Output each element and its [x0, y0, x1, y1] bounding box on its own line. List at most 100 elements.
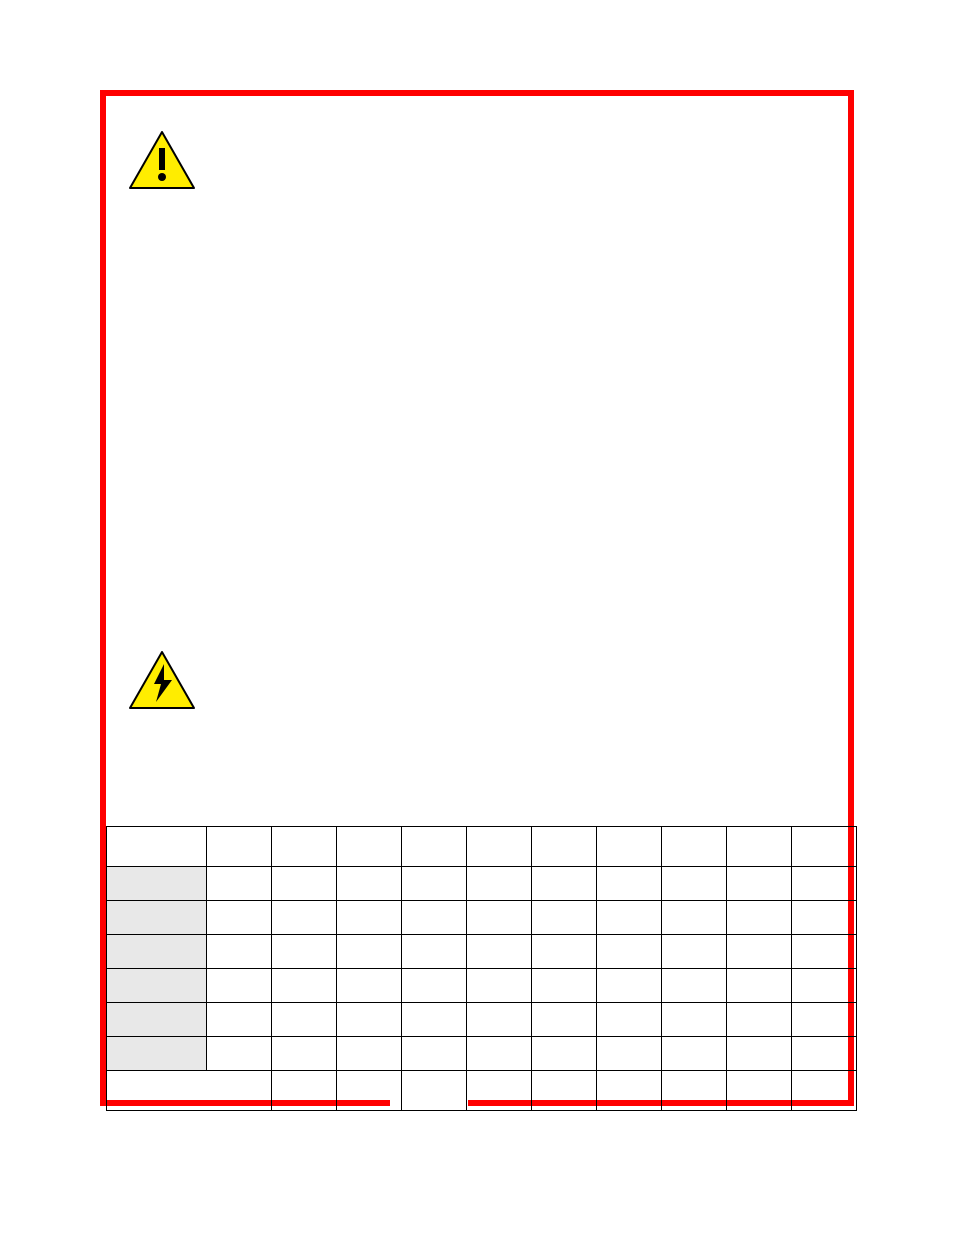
cell: [272, 1037, 337, 1071]
cell: [467, 901, 532, 935]
cell: [467, 1003, 532, 1037]
cell: [207, 901, 272, 935]
table-row: [107, 1037, 857, 1071]
cell: [532, 867, 597, 901]
frame-border-top: [100, 90, 854, 96]
hdr-cell: [272, 827, 337, 867]
cell: [402, 935, 467, 969]
cell: [597, 1037, 662, 1071]
cell: [532, 1037, 597, 1071]
safety-page: [0, 0, 954, 1235]
hdr-cell: [402, 827, 467, 867]
spec-table: [106, 826, 857, 1111]
hdr-cell: [727, 827, 792, 867]
cell: [727, 935, 792, 969]
cell: [207, 969, 272, 1003]
cell: [532, 901, 597, 935]
cell: [662, 1003, 727, 1037]
cell: [402, 1003, 467, 1037]
cell: [532, 1003, 597, 1037]
cell: [597, 969, 662, 1003]
cell: [727, 867, 792, 901]
table-row: [107, 901, 857, 935]
row-label: [107, 1003, 207, 1037]
cell: [207, 1003, 272, 1037]
cell: [597, 867, 662, 901]
cell: [207, 935, 272, 969]
cell: [727, 969, 792, 1003]
hdr-cell: [662, 827, 727, 867]
cell: [532, 935, 597, 969]
table-row: [107, 969, 857, 1003]
cell: [467, 969, 532, 1003]
cell: [402, 1037, 467, 1071]
cell: [272, 1003, 337, 1037]
hdr-cell: [207, 827, 272, 867]
cell: [467, 1037, 532, 1071]
hdr-cell: [532, 827, 597, 867]
cell: [532, 1071, 597, 1111]
cell: [402, 867, 467, 901]
hdr-cell: [792, 827, 857, 867]
row-label: [107, 1037, 207, 1071]
cell: [597, 1071, 662, 1111]
row-label: [107, 867, 207, 901]
cell: [337, 1003, 402, 1037]
table-row: [107, 935, 857, 969]
cell: [792, 1003, 857, 1037]
cell: [792, 1037, 857, 1071]
hdr-cell: [467, 827, 532, 867]
cell: [532, 969, 597, 1003]
cell: [727, 1003, 792, 1037]
warning-lightning-icon: [128, 650, 196, 710]
table-header-row: [107, 827, 857, 867]
cell: [402, 969, 467, 1003]
cell: [402, 1071, 467, 1111]
hdr-cell: [597, 827, 662, 867]
cell: [727, 901, 792, 935]
cell: [467, 867, 532, 901]
cell: [662, 1071, 727, 1111]
cell: [662, 867, 727, 901]
cell: [337, 969, 402, 1003]
cell: [662, 901, 727, 935]
cell: [272, 935, 337, 969]
row-label: [107, 935, 207, 969]
cell: [467, 935, 532, 969]
cell: [792, 969, 857, 1003]
cell: [337, 867, 402, 901]
cell: [467, 1071, 532, 1111]
cell: [272, 867, 337, 901]
cell: [792, 867, 857, 901]
warning-exclamation-icon: [128, 130, 196, 190]
cell: [792, 935, 857, 969]
cell: [337, 901, 402, 935]
cell: [272, 969, 337, 1003]
cell: [727, 1071, 792, 1111]
cell: [662, 935, 727, 969]
cell: [207, 867, 272, 901]
cell: [597, 901, 662, 935]
cell: [597, 1003, 662, 1037]
cell: [792, 901, 857, 935]
row-label: [107, 969, 207, 1003]
hdr-cell: [337, 827, 402, 867]
cell: [792, 1071, 857, 1111]
cell: [337, 935, 402, 969]
cell: [402, 901, 467, 935]
cell: [337, 1071, 402, 1111]
cell: [727, 1037, 792, 1071]
hdr-cell: [107, 827, 207, 867]
cell: [272, 901, 337, 935]
table-row: [107, 867, 857, 901]
cell: [662, 969, 727, 1003]
row-label: [107, 901, 207, 935]
cell: [207, 1037, 272, 1071]
cell: [337, 1037, 402, 1071]
cell: [272, 1071, 337, 1111]
footer-label: [107, 1071, 272, 1111]
table-footer-row: [107, 1071, 857, 1111]
cell: [662, 1037, 727, 1071]
cell: [597, 935, 662, 969]
table-row: [107, 1003, 857, 1037]
